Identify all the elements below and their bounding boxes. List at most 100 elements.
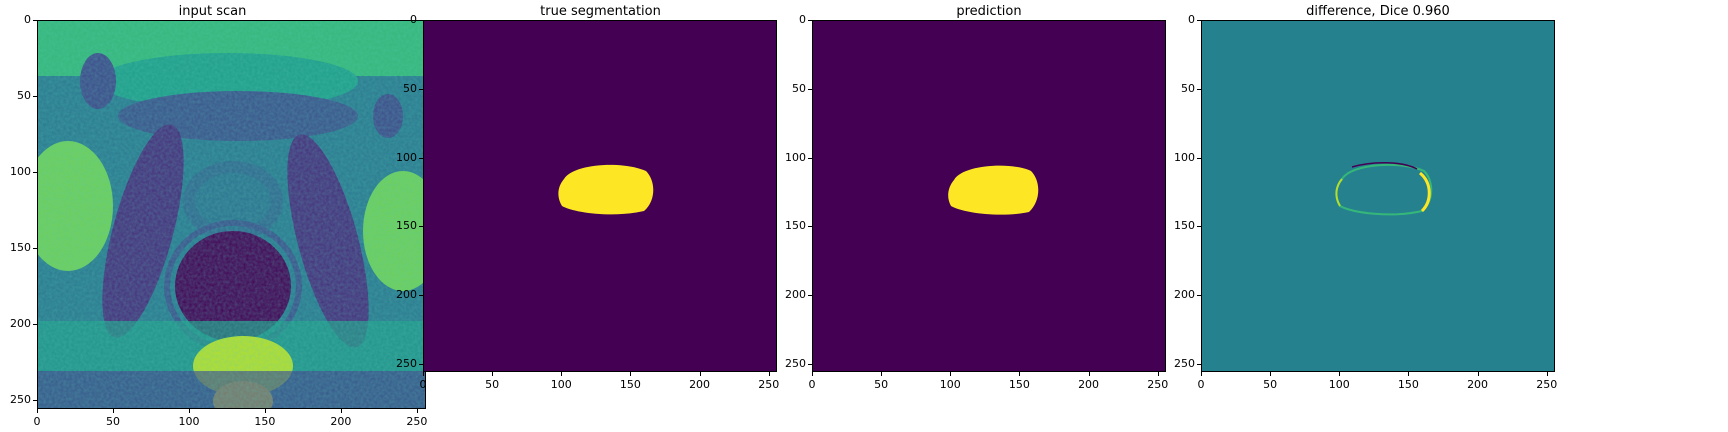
y-tick-label: 250 (396, 356, 417, 370)
panel-title: input scan (178, 4, 247, 19)
y-tick-mark (419, 226, 423, 228)
y-tick-mark (808, 295, 812, 296)
y-tick-mark (808, 157, 812, 159)
x-tick-label: 150 (1008, 378, 1030, 391)
y-tick-mark (33, 95, 37, 97)
x-tick-label: 150 (254, 415, 276, 428)
y-tick-label: 200 (785, 288, 806, 301)
panel-title: difference, Dice 0.960 (1306, 4, 1450, 19)
x-tick-label: 50 (1263, 378, 1278, 391)
y-tick-label: 250 (1174, 356, 1195, 370)
y-tick-label: 50 (792, 81, 806, 95)
y-tick-label: 150 (1174, 219, 1195, 233)
y-tick-label: 0 (799, 13, 806, 26)
y-tick-label: 250 (10, 392, 31, 406)
x-tick-mark (561, 372, 563, 376)
panel-prediction: prediction (777, 0, 1197, 432)
y-tick-label: 50 (17, 88, 31, 102)
x-tick-label: 50 (874, 378, 889, 391)
x-tick-mark (630, 372, 632, 376)
x-tick-label: 100 (550, 378, 572, 391)
x-tick-label: 50 (485, 378, 500, 391)
y-tick-mark (33, 171, 37, 173)
y-tick-mark (1197, 20, 1201, 21)
y-tick-label: 200 (10, 316, 31, 330)
x-tick-label: 50 (105, 415, 120, 428)
x-tick-mark (699, 372, 701, 376)
x-tick-label: 0 (1197, 378, 1205, 391)
x-tick-mark (1270, 372, 1272, 376)
y-tick-mark (808, 88, 812, 90)
x-tick-label: 100 (1328, 378, 1350, 391)
x-tick-label: 0 (419, 378, 427, 391)
y-tick-label: 50 (1181, 81, 1195, 95)
y-tick-mark (808, 363, 812, 365)
x-tick-label: 150 (619, 378, 641, 391)
y-tick-label: 100 (10, 164, 31, 178)
x-tick-mark (1088, 372, 1090, 376)
x-tick-mark (492, 372, 494, 376)
y-tick-mark (1197, 295, 1201, 296)
y-tick-label: 150 (10, 240, 31, 254)
y-tick-label: 200 (1174, 288, 1195, 301)
x-tick-label: 100 (178, 415, 200, 428)
x-tick-mark (812, 372, 813, 376)
truth-mask-picture (424, 21, 776, 371)
y-tick-mark (33, 247, 37, 249)
x-tick-label: 150 (1397, 378, 1419, 391)
x-tick-mark (1201, 372, 1202, 376)
y-tick-mark (33, 323, 37, 325)
y-tick-mark (419, 295, 423, 296)
y-tick-label: 150 (396, 219, 417, 233)
x-tick-label: 250 (758, 378, 780, 391)
x-tick-label: 200 (1467, 378, 1489, 391)
truth-mask-image (423, 20, 777, 372)
x-tick-mark (768, 372, 770, 376)
y-tick-mark (808, 20, 812, 21)
y-tick-label: 200 (396, 288, 417, 301)
y-tick-mark (419, 88, 423, 90)
x-tick-mark (264, 409, 266, 413)
y-tick-label: 0 (24, 13, 31, 26)
x-tick-mark (340, 409, 342, 413)
y-tick-label: 100 (396, 150, 417, 164)
panel-title: true segmentation (540, 4, 661, 19)
y-tick-label: 250 (785, 356, 806, 370)
y-tick-mark (808, 226, 812, 228)
y-tick-label: 100 (1174, 150, 1195, 164)
y-tick-label: 150 (785, 219, 806, 233)
difference-image (1201, 20, 1555, 372)
x-tick-label: 200 (330, 415, 352, 428)
x-tick-mark (1157, 372, 1159, 376)
x-tick-label: 200 (1078, 378, 1100, 391)
y-tick-mark (33, 399, 37, 401)
y-tick-label: 50 (403, 81, 417, 95)
x-tick-mark (881, 372, 883, 376)
x-tick-label: 250 (1147, 378, 1169, 391)
panel-title: prediction (956, 4, 1022, 19)
difference-picture (1202, 21, 1554, 371)
y-tick-label: 0 (1188, 13, 1195, 26)
x-tick-label: 250 (406, 415, 428, 428)
y-tick-mark (419, 157, 423, 159)
x-tick-mark (1546, 372, 1548, 376)
x-tick-label: 100 (939, 378, 961, 391)
x-tick-mark (37, 409, 38, 413)
y-tick-mark (1197, 157, 1201, 159)
panel-true-segmentation: true segmentation (388, 0, 808, 432)
x-tick-label: 0 (808, 378, 816, 391)
x-tick-mark (188, 409, 190, 413)
x-tick-mark (1339, 372, 1341, 376)
y-tick-mark (419, 20, 423, 21)
y-tick-mark (419, 363, 423, 365)
panel-difference: difference, Dice 0.960 (1166, 0, 1586, 432)
x-tick-mark (416, 409, 418, 413)
y-tick-mark (1197, 226, 1201, 228)
x-tick-label: 0 (33, 415, 41, 428)
y-tick-label: 0 (410, 13, 417, 26)
y-tick-mark (1197, 363, 1201, 365)
x-tick-mark (423, 372, 424, 376)
x-tick-mark (112, 409, 114, 413)
x-tick-mark (1019, 372, 1021, 376)
y-tick-mark (33, 20, 37, 21)
